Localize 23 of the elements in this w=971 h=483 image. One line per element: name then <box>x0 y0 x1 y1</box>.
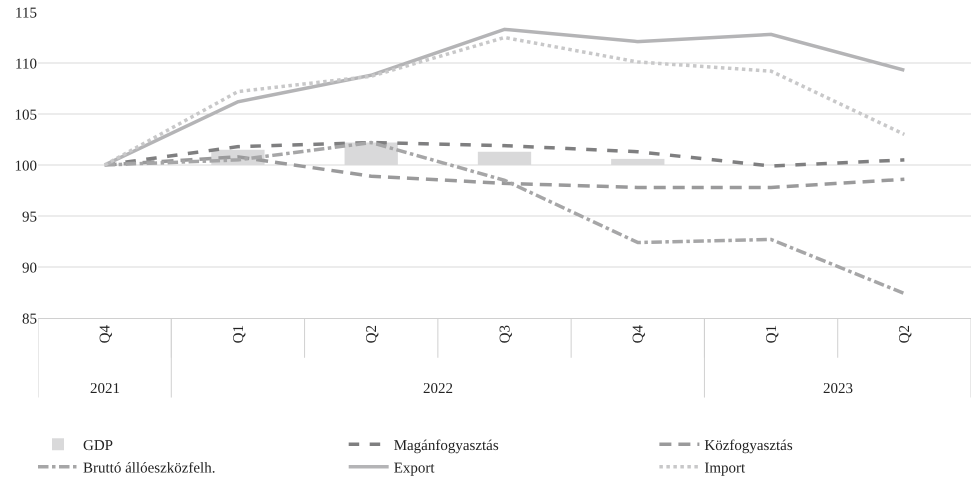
legend-label: Import <box>704 460 746 477</box>
text: 2022 <box>423 381 453 397</box>
legend-label: Közfogyasztás <box>704 438 793 454</box>
legend-label: Bruttó állóeszközfelh. <box>83 460 216 477</box>
x-tick-label: Q1 <box>764 325 780 344</box>
y-tick-label: 105 <box>14 107 37 124</box>
y-tick-label: 90 <box>22 260 37 276</box>
legend-label: Magánfogyasztás <box>394 438 499 454</box>
text: 2023 <box>823 381 853 397</box>
x-tick-label: Q4 <box>98 324 114 344</box>
y-tick-label: 100 <box>14 158 37 174</box>
legend-label: Export <box>394 460 436 477</box>
text: 2021 <box>90 381 120 397</box>
y-tick-label: 95 <box>22 209 37 226</box>
x-tick-label: Q2 <box>364 325 380 344</box>
x-tick-label: Q3 <box>497 325 514 344</box>
x-tick-label: Q2 <box>897 325 914 344</box>
y-tick-label: 85 <box>22 311 37 328</box>
y-tick-label: 110 <box>15 56 37 72</box>
y-tick-label: 115 <box>15 5 37 22</box>
x-tick-label: Q4 <box>630 324 647 344</box>
legend-label: GDP <box>83 438 114 454</box>
x-tick-label: Q1 <box>230 325 247 344</box>
